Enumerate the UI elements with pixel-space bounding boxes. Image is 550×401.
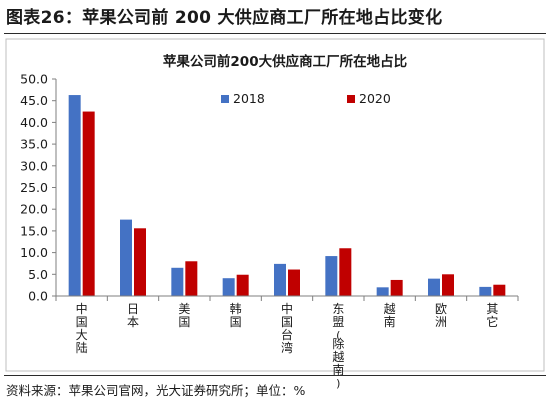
legend-swatch-2018 [221,95,229,103]
bar-2020-4 [236,274,249,296]
y-tick-label: 30.0 [20,158,48,173]
bar-2018-8 [428,278,440,296]
y-tick-label: 15.0 [20,223,48,238]
x-tick-label: 中国台湾 [281,301,293,355]
x-tick-label: 中国大陆 [76,301,88,355]
y-tick-label: 35.0 [20,137,48,152]
y-tick-label: 20.0 [20,202,48,217]
bar-2020-6 [339,248,352,296]
bar-2018-5 [274,263,286,296]
y-tick-label: 0.0 [28,289,48,304]
y-tick-label: 25.0 [20,180,48,195]
legend-label-2020: 2020 [359,91,391,106]
bar-2018-4 [222,278,235,296]
legend-swatch-2020 [347,95,355,103]
x-axis: 中国大陆 日本 美国 韩国 中国台湾 东盟(除越南) 越南 欧洲 其它 [55,295,519,390]
x-tick-label: 美国 [178,302,190,329]
x-tick-label: 欧洲 [435,302,447,329]
chart-title: 苹果公司前200大供应商工厂所在地占比 [163,53,407,70]
source-note: 资料来源：苹果公司官网，光大证券研究所；单位：% [6,383,306,398]
bar-2018-2 [120,219,132,296]
legend: 2018 2020 [221,91,391,106]
bar-2020-1 [82,111,95,296]
y-tick-label: 40.0 [20,115,48,130]
bottom-rule [4,375,546,376]
legend-label-2018: 2018 [233,91,265,106]
bar-2018-7 [376,287,389,296]
bar-2018-9 [479,286,492,296]
bar-2018-6 [325,256,338,296]
x-tick-label: 韩国 [230,301,242,329]
y-axis: 0.0 5.0 10.0 15.0 20.0 25.0 30.0 35.0 40.0 45.0 50… [20,72,57,304]
top-rule [4,33,546,34]
x-tick-label: 其它 [486,302,498,329]
chart-frame [5,38,545,372]
bar-2020-7 [390,279,403,296]
bar-2020-5 [288,269,300,296]
x-tick-label: 日本 [127,302,139,329]
bar-2020-2 [134,228,146,296]
y-tick-label: 45.0 [20,93,48,108]
x-tick-label: 东盟(除越南) [332,302,344,390]
figure-title: 图表26：苹果公司前 200 大供应商工厂所在地占比变化 [6,8,443,28]
bar-2018-3 [171,267,184,296]
y-tick-label: 5.0 [28,267,48,282]
x-tick-label: 越南 [384,302,396,329]
y-tick-label: 50.0 [20,72,48,87]
bar-2020-8 [442,274,454,296]
bars [68,95,506,296]
bar-2020-3 [185,261,198,296]
bar-2018-1 [68,95,81,296]
y-tick-label: 10.0 [20,245,48,260]
bar-2020-9 [493,284,506,296]
